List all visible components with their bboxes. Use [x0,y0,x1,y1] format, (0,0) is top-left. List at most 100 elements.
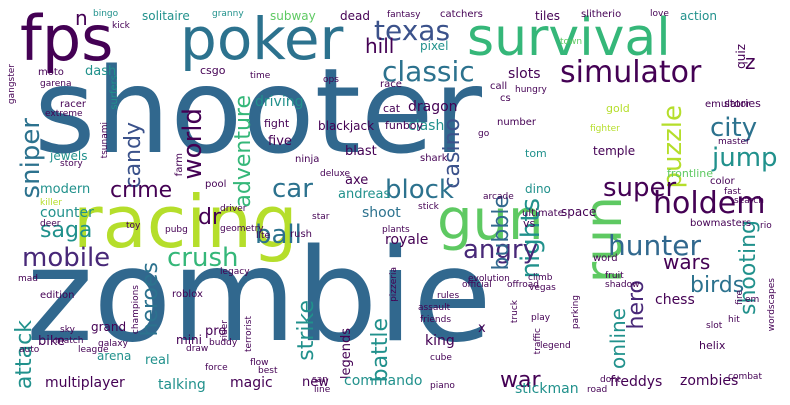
word-arena: arena [97,349,132,363]
word-hit: hit [728,315,740,325]
word-piano: piano [430,381,455,391]
word-pool: pool [205,179,227,190]
word-stories: stories [724,97,761,110]
word-simulator: simulator [560,55,702,90]
word-csgo: csgo [200,64,226,77]
word-slot: slot [706,321,723,331]
word-word: word [593,253,618,264]
word-chess: chess [655,292,695,308]
word-dont: dont [600,375,621,385]
word-zombie: zombie [26,222,492,371]
word-pro: pro [205,324,227,339]
word-cat: cat [383,102,401,115]
word-extreme: extreme [45,109,83,119]
word-roblox: roblox [172,289,203,300]
word-action: action [680,9,717,23]
word-gold: gold [606,102,630,115]
word-parking: parking [571,295,581,330]
word-real: real [145,353,170,368]
word-terrorist: terrorist [244,316,254,353]
word-king: king [425,333,455,349]
word-climb: climb [528,273,553,283]
word-ops: ops [323,75,339,85]
word-fight: fight [264,117,290,130]
word-crush: crush [167,243,239,273]
word-assault: assault [418,303,451,313]
word-racing: racing [73,180,298,264]
word-commando: commando [344,373,423,389]
word-match: match [55,336,84,346]
word-fantasy: fantasy [387,10,421,20]
word-dragon: dragon [408,99,458,115]
word-blast: blast [345,144,377,159]
word-crime: crime [110,178,173,203]
word-deer: deer [40,219,61,229]
word-pizzeria: pizzeria [389,267,399,302]
word-cube: cube [430,353,452,363]
word-arcade: arcade [483,192,514,202]
word-jewels: jewels [50,149,88,163]
word-new: new [302,375,329,390]
word-legends: legends [339,328,354,380]
word-jump: jump [712,143,778,173]
word-vegas: vegas [529,283,556,293]
word-magic: magic [230,375,273,391]
word-ball: ball [255,220,302,250]
word-stick: stick [418,202,439,212]
word-birds: birds [690,273,745,298]
word-online: online [606,308,630,370]
word-tsunami: tsunami [100,122,110,159]
word-stickman: stickman [515,381,579,397]
word-block: block [385,175,454,205]
word-clash: clash [408,118,445,134]
word-adventure: adventure [231,95,256,208]
word-war: war [500,368,541,393]
word-multiplayer: multiplayer [45,375,125,391]
word-rush: rush [290,229,312,240]
word-modern: modern [40,182,91,197]
word-fps: fps [20,2,114,75]
word-five: five [268,134,292,149]
word-edition: edition [40,290,75,301]
word-deluxe: deluxe [320,169,351,179]
word-angry: angry [463,235,538,265]
word-toy: toy [126,221,141,231]
word-strike: strike [294,300,319,361]
word-love: love [650,9,669,19]
word-road: road [587,385,608,395]
word-emulator: emulator [705,99,751,110]
word-search: search [734,196,764,206]
word-combat: combat [728,372,762,382]
word-shoot: shoot [362,205,401,221]
word-royale: royale [385,232,429,248]
word-league: league [78,345,109,355]
word-surfers: surfers [109,75,120,110]
word-space: space [561,205,597,219]
word-truck: truck [510,300,520,324]
word-sky: sky [60,325,75,335]
word-fast: fast [724,187,741,197]
word-rules: rules [437,291,460,301]
word-dash: dash [85,64,117,79]
word-super: super [603,173,677,203]
word-counter: counter [40,205,94,221]
word-x: x [478,321,486,336]
word-shadow: shadow [605,280,640,290]
word-wars: wars [663,250,711,274]
word-ultimate: ultimate [522,208,564,219]
word-offroad: offroad [507,280,539,290]
word-dead: dead [340,9,370,23]
word-axe: axe [345,173,369,188]
word-texas: texas [374,14,451,47]
word-wordscapes: wordscapes [767,278,777,332]
word-master: master [718,137,750,147]
word-pubg: pubg [165,225,188,235]
word-legacy: legacy [220,267,250,277]
word-auto: auto [19,345,40,355]
word-survival: survival [467,8,671,68]
word-farm: farm [174,153,185,177]
word-mobile: mobile [22,243,111,273]
word-plants: plants [382,225,410,235]
word-champions: champions [131,285,141,335]
